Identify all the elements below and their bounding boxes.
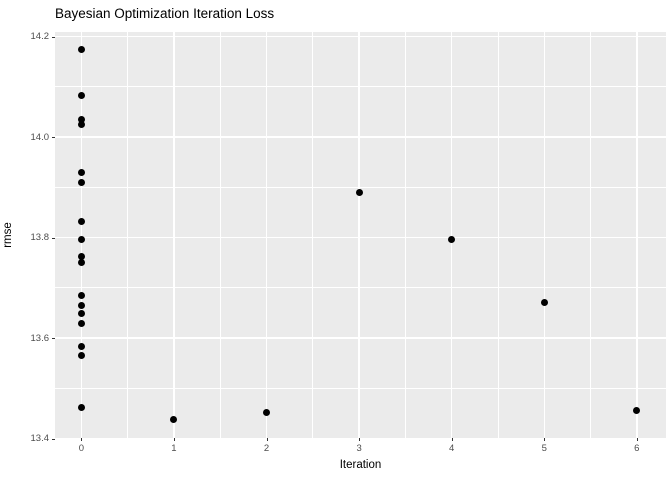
x-tick-label: 6: [634, 443, 640, 454]
data-point: [77, 169, 85, 177]
x-tick-label: 4: [449, 443, 455, 454]
data-point: [77, 320, 85, 328]
minor-gridline-y: [55, 387, 666, 389]
minor-gridline-x: [127, 32, 129, 438]
minor-gridline-x: [590, 32, 591, 438]
data-point: [77, 218, 85, 226]
y-tick-label: 14.0: [30, 131, 50, 143]
data-point: [77, 120, 85, 128]
data-point: [355, 188, 363, 196]
major-gridline-x: [636, 32, 638, 438]
x-tick-mark: [451, 438, 453, 441]
y-tick-mark: [52, 338, 55, 339]
data-point: [263, 409, 271, 417]
y-tick-mark: [52, 438, 55, 440]
x-tick-label: 0: [78, 443, 85, 454]
minor-gridline-y: [55, 287, 666, 289]
data-point: [540, 299, 548, 307]
data-point: [77, 301, 85, 309]
y-tick-mark: [52, 237, 55, 239]
minor-gridline-x: [497, 32, 499, 438]
data-point: [77, 45, 85, 53]
data-point: [77, 352, 85, 360]
x-tick-label: 3: [356, 443, 362, 454]
major-gridline-x: [80, 32, 83, 438]
data-point: [77, 179, 85, 187]
data-point: [77, 235, 85, 243]
major-gridline-y: [55, 236, 666, 239]
minor-gridline-x: [312, 32, 314, 438]
data-point: [77, 342, 85, 350]
major-gridline-x: [173, 32, 175, 438]
y-tick-mark: [52, 137, 55, 139]
minor-gridline-y: [55, 186, 666, 188]
data-point: [170, 415, 178, 423]
chart-title: Bayesian Optimization Iteration Loss: [55, 6, 275, 21]
data-point: [77, 259, 85, 267]
major-gridline-x: [450, 32, 453, 438]
y-tick-mark: [52, 36, 55, 38]
data-point: [77, 403, 85, 411]
data-point: [77, 91, 85, 99]
y-tick-label: 14.2: [30, 31, 50, 43]
data-point: [77, 115, 85, 123]
x-tick-mark: [636, 438, 638, 441]
major-gridline-y: [55, 136, 666, 138]
x-tick-mark: [359, 438, 361, 441]
plot-panel: [55, 32, 666, 438]
x-tick-label: 1: [171, 443, 177, 454]
y-tick-label: 13.6: [30, 332, 50, 344]
x-tick-label: 2: [263, 443, 270, 454]
x-axis-title: Iteration: [339, 459, 382, 471]
major-gridline-x: [265, 32, 268, 438]
minor-gridline-x: [219, 32, 221, 438]
data-point: [448, 235, 456, 243]
minor-gridline-y: [55, 86, 666, 88]
x-tick-mark: [266, 438, 268, 441]
data-point: [77, 310, 85, 318]
y-tick-label: 13.8: [30, 232, 50, 243]
data-point: [633, 407, 641, 415]
x-tick-mark: [81, 438, 83, 441]
major-gridline-y: [55, 337, 666, 339]
major-gridline-x: [543, 32, 545, 438]
minor-gridline-x: [404, 32, 406, 438]
y-tick-label: 13.4: [30, 433, 50, 444]
data-point: [77, 291, 85, 299]
x-tick-mark: [544, 438, 546, 441]
major-gridline-y: [55, 35, 666, 38]
x-tick-label: 5: [541, 443, 547, 454]
data-point: [77, 253, 85, 261]
x-tick-mark: [173, 438, 175, 441]
major-gridline-x: [358, 32, 360, 438]
